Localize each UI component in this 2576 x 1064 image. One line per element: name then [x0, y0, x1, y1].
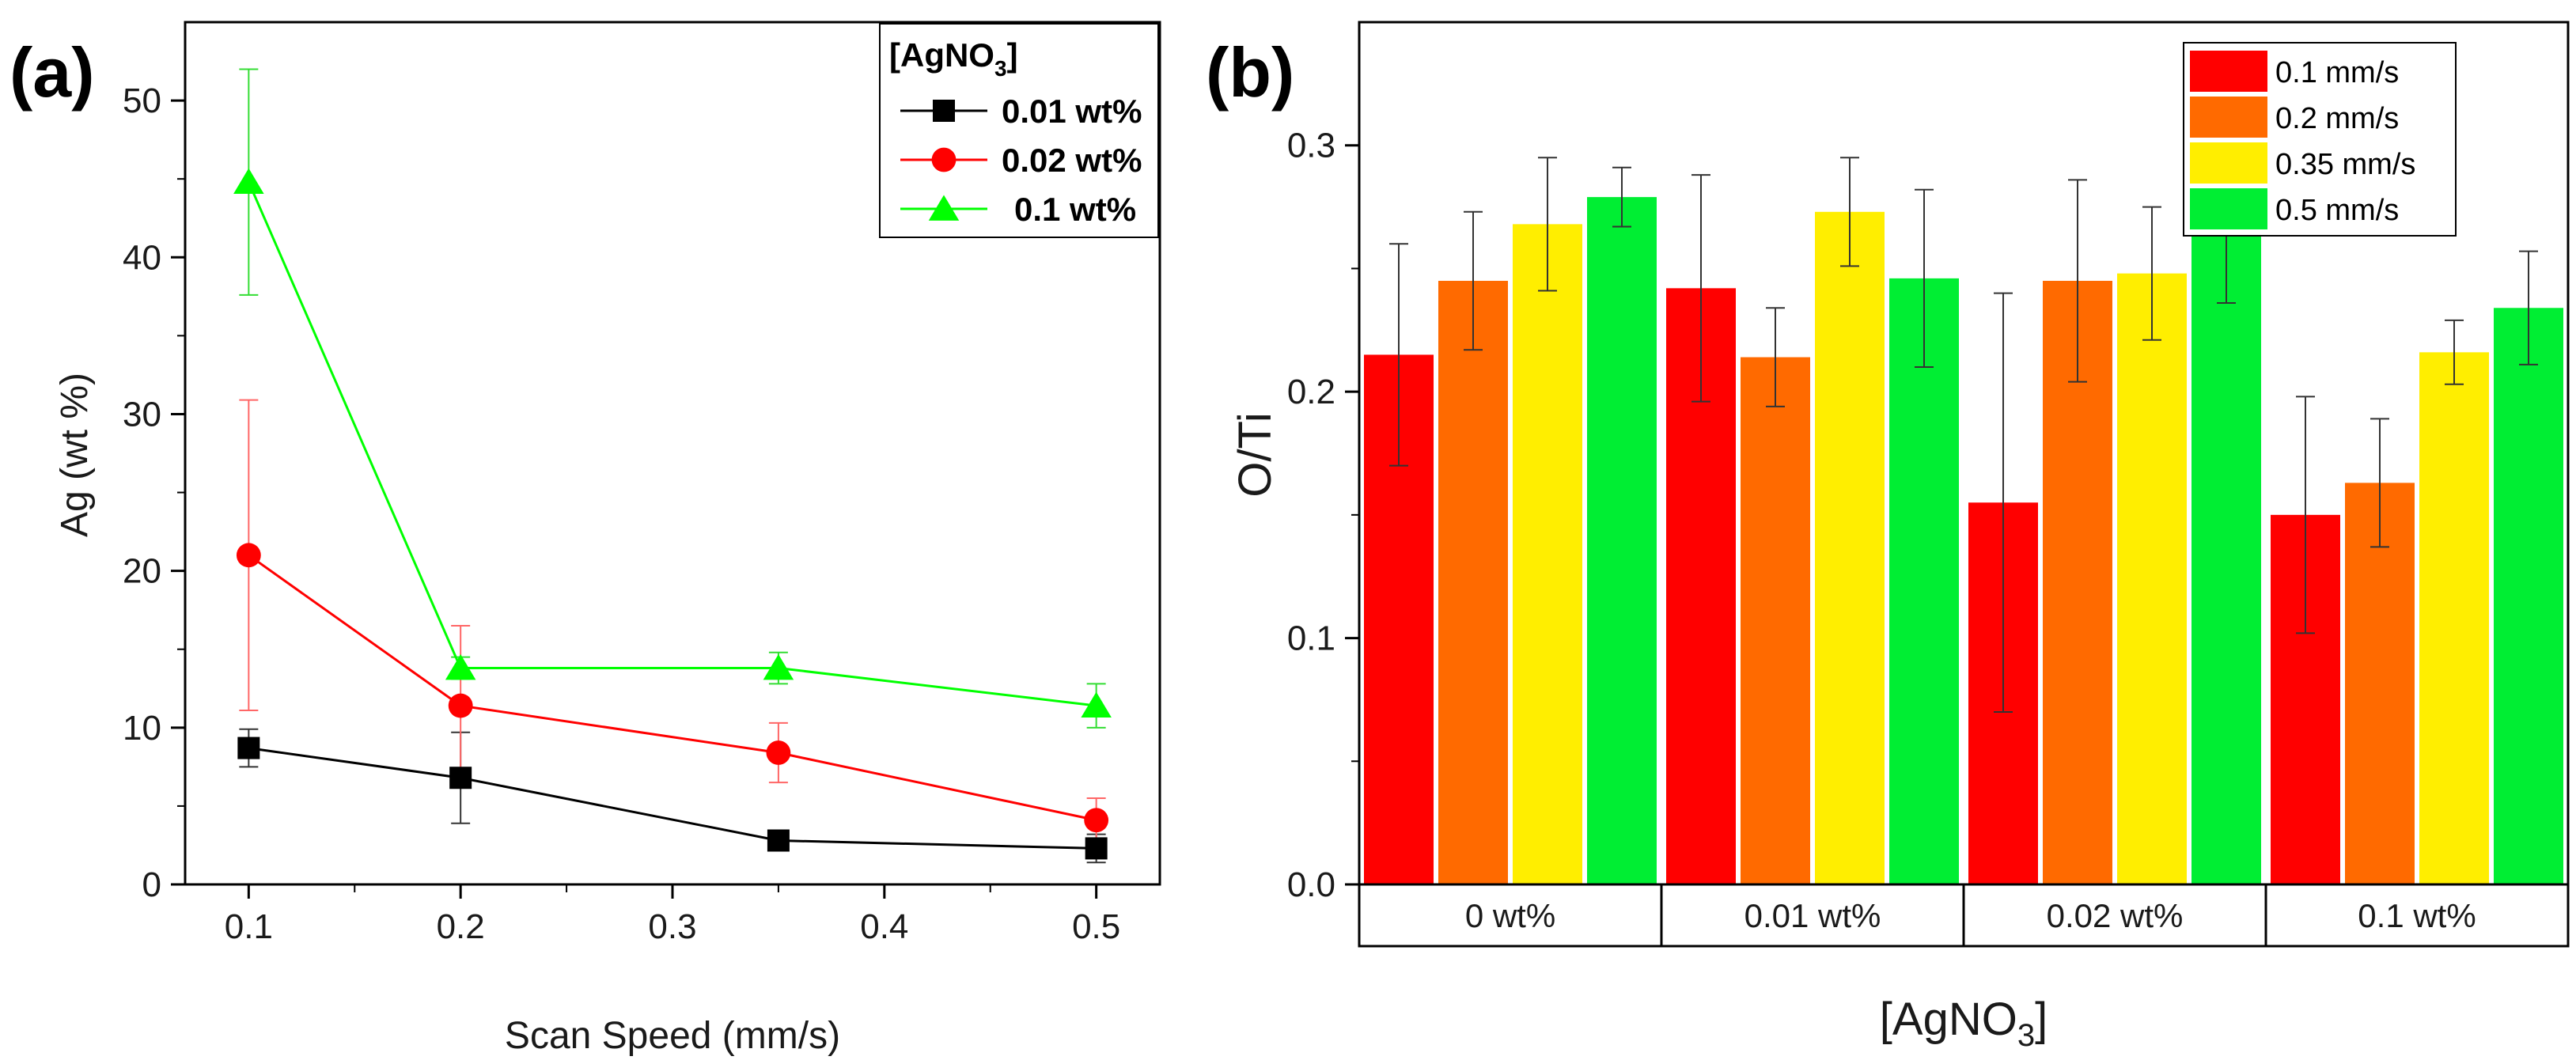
legend-label: 0.1 wt%: [1014, 191, 1136, 228]
panel-a-axis-ticks: 0.1 0.2 0.3 0.4 0.5 0 10 20 30 40 50: [123, 81, 1120, 946]
bar: [2419, 352, 2489, 884]
data-point: [1081, 691, 1112, 718]
panel-b-bar-chart: (b) 0.0 0.1 0.2 0.3 0 wt% 0.01 wt% 0.02 wt% 0.…: [1206, 21, 2570, 1053]
y-tick-label: 10: [123, 709, 161, 748]
bar: [1741, 357, 1810, 884]
category-label: 0.01 wt%: [1744, 897, 1881, 934]
data-point: [236, 543, 261, 568]
panel-a-legend-title: [AgNO3]: [889, 36, 1018, 81]
x-tick-label: 0.2: [437, 907, 485, 946]
category-label: 0.02 wt%: [2047, 897, 2184, 934]
y-tick-label: 40: [123, 238, 161, 277]
category-label: 0 wt%: [1465, 897, 1555, 934]
bar: [1438, 281, 1508, 884]
legend-marker: [928, 195, 960, 221]
legend-label: 0.1 mm/s: [2275, 56, 2399, 89]
legend-label: 0.35 mm/s: [2275, 148, 2415, 181]
panel-b-label: (b): [1206, 33, 1294, 112]
y-tick-label: 20: [123, 552, 161, 591]
panel-b-y-axis-title: O/Ti: [1229, 412, 1281, 497]
panel-b-error-bars: [1389, 157, 2538, 713]
legend-swatch: [2190, 97, 2267, 138]
data-point: [237, 736, 260, 759]
legend-marker: [931, 147, 957, 172]
bar: [1587, 197, 1657, 885]
panel-b-bars: [1364, 197, 2563, 885]
data-point: [448, 693, 473, 718]
panel-b-axis-ticks: 0.0 0.1 0.2 0.3: [1287, 127, 1359, 904]
bar: [1815, 211, 1885, 884]
panel-a-markers: [233, 168, 1112, 860]
y-tick-label: 0.2: [1287, 373, 1335, 411]
bar: [2117, 273, 2187, 885]
data-point: [766, 740, 791, 765]
legend-label: 0.5 mm/s: [2275, 194, 2399, 227]
data-point: [449, 767, 472, 789]
legend-label: 0.01 wt%: [1002, 93, 1142, 130]
legend-swatch: [2190, 51, 2267, 92]
x-tick-label: 0.4: [860, 907, 908, 946]
data-point: [233, 168, 264, 195]
legend-label: 0.02 wt%: [1002, 142, 1142, 179]
panel-a-series-lines: [247, 181, 1097, 850]
category-label: 0.1 wt%: [2358, 897, 2476, 934]
y-tick-label: 0: [142, 865, 161, 904]
y-tick-label: 0.1: [1287, 619, 1335, 658]
y-tick-label: 0.0: [1287, 865, 1335, 904]
panel-a-label: (a): [9, 33, 95, 112]
legend-label: 0.2 mm/s: [2275, 102, 2399, 135]
series-line: [248, 747, 1097, 850]
panel-a-x-axis-title: Scan Speed (mm/s): [505, 1015, 840, 1057]
data-point: [763, 654, 794, 680]
x-tick-label: 0.1: [225, 907, 273, 946]
y-tick-label: 50: [123, 81, 161, 120]
x-tick-label: 0.5: [1072, 907, 1120, 946]
panel-a-line-chart: (a) 0.1 0.2 0.3 0.4 0.5 0 10 20 30 40 50 Scan Spee…: [9, 21, 1161, 1057]
bar: [2494, 308, 2563, 884]
legend-marker: [933, 100, 955, 122]
data-point: [445, 654, 476, 680]
series-line: [247, 181, 1097, 707]
y-tick-label: 0.3: [1287, 127, 1335, 165]
data-point: [1084, 808, 1109, 833]
bar: [2345, 483, 2415, 884]
y-tick-label: 30: [123, 395, 161, 434]
panel-b-x-axis-title: [AgNO3]: [1880, 994, 2048, 1053]
bar: [2191, 236, 2261, 884]
bar: [1889, 278, 1959, 884]
legend-swatch: [2190, 188, 2267, 229]
panel-a-legend-box: [879, 23, 1159, 238]
bar: [1513, 224, 1582, 884]
panel-a-legend: [AgNO3] 0.01 wt% 0.02 wt% 0.1 wt%: [879, 23, 1159, 238]
legend-swatch: [2190, 142, 2267, 184]
data-point: [1085, 837, 1108, 860]
panel-b-legend: 0.1 mm/s 0.2 mm/s 0.35 mm/s 0.5 mm/s: [2183, 42, 2457, 237]
panel-a-y-axis-title: Ag (wt %): [54, 373, 96, 537]
data-point: [767, 829, 790, 852]
panel-b-category-table: 0 wt% 0.01 wt% 0.02 wt% 0.1 wt%: [1358, 883, 2570, 948]
x-tick-label: 0.3: [648, 907, 696, 946]
series-line: [248, 554, 1097, 822]
